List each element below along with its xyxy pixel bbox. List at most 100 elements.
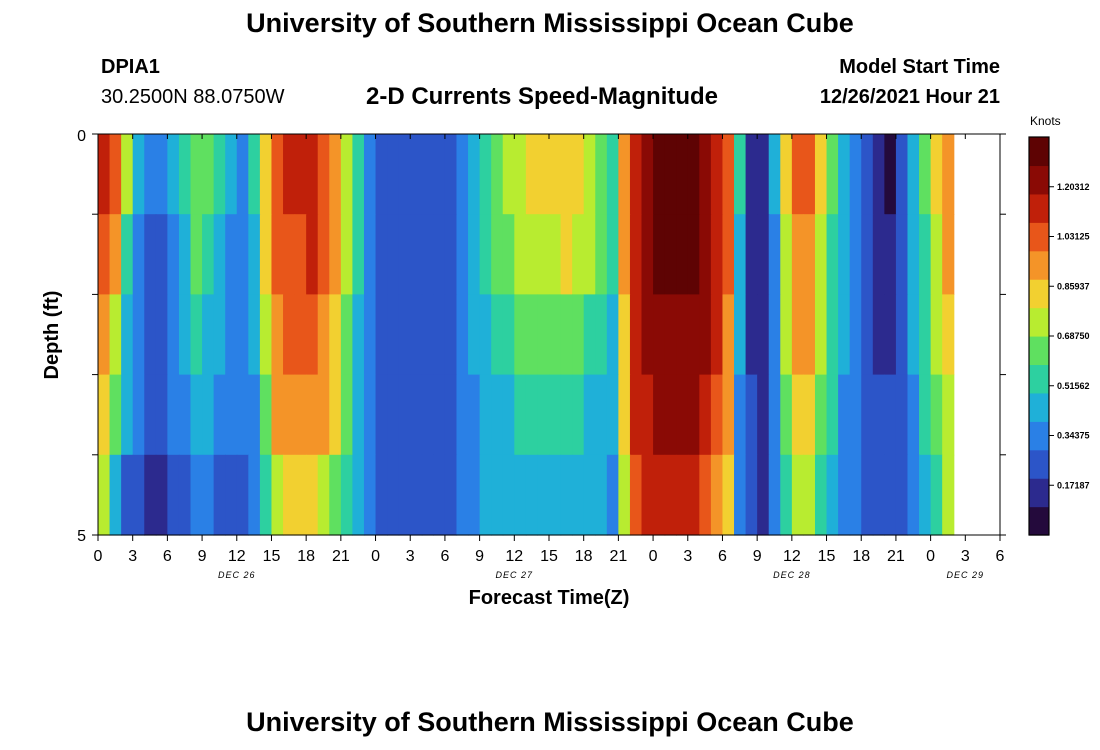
colorbar-swatch [1029,392,1049,422]
heatmap-cell [722,214,735,295]
heatmap-cell [213,454,226,536]
heatmap-cell [283,294,296,376]
heatmap-cell [387,374,400,456]
heatmap-cell [618,214,631,295]
heatmap-cell [606,214,619,295]
heatmap-cell [803,374,816,456]
model-start-label: Model Start Time [839,56,1000,78]
colorbar-label: Knots [1030,114,1061,128]
heatmap-cell [468,214,481,295]
heatmap-cell [491,294,504,376]
heatmap-cell [919,374,932,456]
heatmap-cell [595,454,608,536]
heatmap-cell [340,454,354,536]
heatmap-cell [306,374,319,456]
heatmap-cell [606,454,619,536]
heatmap-cell [421,214,434,295]
heatmap-cell [537,454,550,536]
heatmap-cell [155,294,168,376]
x-tick-label: 6 [718,548,727,565]
heatmap-cell [803,294,816,376]
heatmap-cell [595,374,608,456]
heatmap-cell [468,294,481,376]
x-tick-label: 0 [94,548,103,565]
heatmap-cell [734,454,747,536]
heatmap-cell [375,214,388,295]
heatmap-cell [178,374,192,456]
heatmap-cell [398,454,411,536]
heatmap-cell [109,134,122,215]
heatmap-cell [907,374,920,456]
heatmap-cell [340,134,354,215]
x-tick-label: 9 [475,548,484,565]
heatmap-cell [225,374,238,456]
heatmap-cell [757,374,770,456]
heatmap-cell [618,454,631,536]
heatmap-cell [768,374,781,456]
heatmap-cell [121,454,134,536]
heatmap-cell [768,214,781,295]
heatmap-cell [629,454,643,536]
heatmap-cell [121,294,134,376]
heatmap-cell [583,214,596,295]
colorbar-swatch [1029,449,1049,479]
heatmap-cell [375,294,388,376]
footer-title: University of Southern Mississippi Ocean… [246,707,854,737]
heatmap-cell [664,294,677,376]
heatmap-cell [456,294,469,376]
heatmap-cell [849,134,862,215]
heatmap-cell [352,294,365,376]
heatmap-cell [907,134,920,215]
heatmap-cell [178,134,192,215]
heatmap-cell [468,454,481,536]
heatmap-cell [456,214,469,295]
heatmap-cell [109,214,122,295]
heatmap-cell [502,294,515,376]
heatmap-cell [780,134,793,215]
heatmap-cell [363,374,377,456]
colorbar-tick-label: 0.17187 [1057,480,1090,490]
y-tick-label: 0 [77,128,86,145]
heatmap-cell [710,214,724,295]
heatmap-cell [514,454,527,536]
heatmap-cell [826,294,839,376]
chart-subtitle: 2-D Currents Speed-Magnitude [366,83,719,110]
heatmap-cell [838,454,851,536]
heatmap-cell [375,454,388,536]
heatmap-cell [826,214,839,295]
colorbar-swatch [1029,137,1049,167]
heatmap-cell [664,134,677,215]
heatmap-cell [583,134,596,215]
heatmap-cell [456,374,469,456]
x-tick-label: 0 [649,548,658,565]
heatmap-cell [895,374,909,456]
heatmap-cell [942,374,955,456]
heatmap-cell [653,374,666,456]
heatmap-cell [329,454,342,536]
heatmap-cell [699,374,712,456]
heatmap-cell [907,454,920,536]
heatmap-cell [340,294,354,376]
heatmap-cell [618,134,631,215]
x-axis: 0 3 6 9 12 15 18 21 0 3 6 9 12 15 18 21 0 3 6 9 12 15 18 21 0 3 6 D… [94,134,1005,580]
x-tick-label: 18 [297,548,315,565]
y-axis: 05 [77,128,1006,545]
heatmap-cell [225,294,238,376]
heatmap-cell [687,294,700,376]
heatmap-cell [109,454,122,536]
heatmap-cell [745,214,758,295]
heatmap-cell [352,454,365,536]
heatmap-cell [190,294,203,376]
heatmap-cell [757,294,770,376]
heatmap-cell [236,454,249,536]
heatmap-cell [433,134,446,215]
heatmap-cell [456,454,469,536]
heatmap-cell [248,374,261,456]
heatmap-cell [340,374,354,456]
colorbar-swatch [1029,478,1049,508]
heatmap-cell [687,454,700,536]
heatmap-cell [710,294,724,376]
heatmap-cell [167,374,180,456]
x-tick-label: 18 [852,548,870,565]
